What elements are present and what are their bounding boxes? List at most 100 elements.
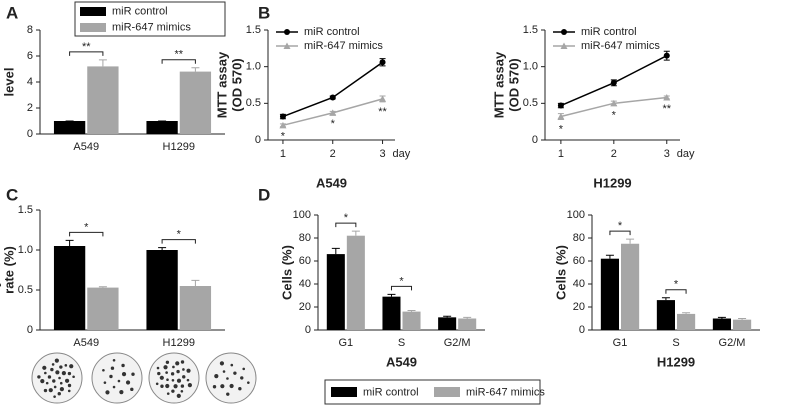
colony-dot (165, 360, 170, 364)
significance-label: * (618, 220, 623, 232)
y-axis-label: Cells (%) (279, 245, 294, 300)
dish (91, 352, 143, 404)
series-line (282, 61, 383, 118)
error-bar (158, 247, 167, 250)
bar (146, 121, 178, 134)
significance-label: ** (662, 103, 671, 115)
legend-label: miR control (112, 5, 168, 17)
colony-dot (105, 390, 110, 395)
x-tick-label: A549 (73, 141, 99, 153)
y-axis-label: MTT assay (491, 51, 506, 118)
colony-dot (61, 371, 66, 376)
colony-dot (172, 365, 175, 369)
colony-dot (180, 360, 185, 364)
point (329, 109, 337, 116)
colony-dot (182, 368, 185, 371)
colony-dot (125, 380, 131, 385)
significance-label: * (177, 229, 182, 241)
colony-dot (110, 366, 115, 370)
panel-letter: A (6, 3, 18, 22)
panel-letter: D (258, 185, 270, 204)
significance-label: * (84, 221, 89, 233)
colony-dot (45, 381, 49, 385)
y-tick-label: 60 (573, 255, 585, 267)
bar (733, 319, 752, 330)
bar (53, 246, 86, 330)
significance-label: * (612, 109, 617, 121)
colony-dot (53, 385, 57, 389)
colony-dot (40, 379, 45, 384)
colony-dot (119, 390, 124, 395)
colony-dot (186, 368, 191, 373)
x-tick-label: 3 (379, 148, 385, 160)
colony-dot (43, 388, 48, 393)
colony-dot (247, 381, 250, 384)
point (610, 99, 618, 107)
colony-dot (59, 387, 64, 392)
bar (438, 317, 457, 330)
colony-dot (52, 379, 56, 383)
colony-dishes (31, 352, 257, 404)
colony-dot (67, 383, 72, 388)
colony-dot (44, 371, 47, 375)
significance-bracket (69, 231, 104, 237)
colony-dot (226, 377, 229, 380)
error-bar (717, 316, 726, 319)
y-tick-label: 1.0 (246, 61, 261, 73)
colony-dot (214, 373, 219, 379)
significance-bracket (390, 285, 413, 291)
y-tick-label: 100 (293, 209, 311, 221)
y-tick-label: 2 (27, 102, 33, 114)
error-bar (351, 230, 360, 236)
point (610, 79, 617, 86)
colony-dot (187, 383, 192, 388)
significance-bracket (609, 230, 631, 236)
y-axis-label: level (1, 68, 16, 97)
colony-dot (176, 378, 182, 383)
error-bar (605, 254, 614, 259)
significance-bracket (161, 239, 196, 244)
point (279, 113, 286, 120)
panel-letter: C (6, 185, 18, 204)
bar (458, 318, 477, 330)
dish (148, 352, 200, 404)
error-bar (738, 318, 747, 320)
bar (326, 254, 345, 330)
colony-dot (165, 371, 168, 374)
legend-label: miR-647 mimics (581, 40, 660, 52)
point (379, 95, 387, 102)
colony-dot (230, 363, 234, 367)
x-tick-label: 1 (280, 148, 286, 160)
legend-marker (284, 29, 290, 35)
y-tick-label: 40 (573, 278, 585, 290)
colony-dot (130, 387, 134, 392)
chart-title: H1299 (657, 354, 695, 369)
colony-dot (156, 366, 160, 370)
colony-dot (69, 364, 74, 369)
colony-dot (59, 381, 63, 385)
legend-swatch (80, 23, 106, 32)
colony-dot (59, 365, 63, 369)
dish (205, 352, 257, 404)
colony-dot (64, 364, 68, 367)
bar (382, 296, 401, 330)
y-tick-label: 80 (299, 232, 311, 244)
error-bar (463, 316, 472, 319)
significance-label: * (331, 118, 336, 130)
bar (712, 318, 731, 330)
colony-dot (47, 375, 52, 379)
significance-bracket (665, 289, 687, 294)
colony-dot (51, 363, 55, 366)
bar (87, 66, 119, 134)
significance-label: ** (174, 49, 183, 61)
error-bar (443, 315, 452, 318)
error-bar (387, 293, 396, 297)
y-tick-label: 0 (255, 134, 261, 146)
chart-title: H1299 (593, 175, 631, 190)
y-tick-label: 0 (579, 324, 585, 336)
legend-label: miR-647 mimics (112, 21, 191, 33)
colony-dot (238, 387, 242, 391)
x-tick-label: 2 (330, 148, 336, 160)
bar (621, 243, 640, 330)
y-tick-label: 6 (27, 50, 33, 62)
